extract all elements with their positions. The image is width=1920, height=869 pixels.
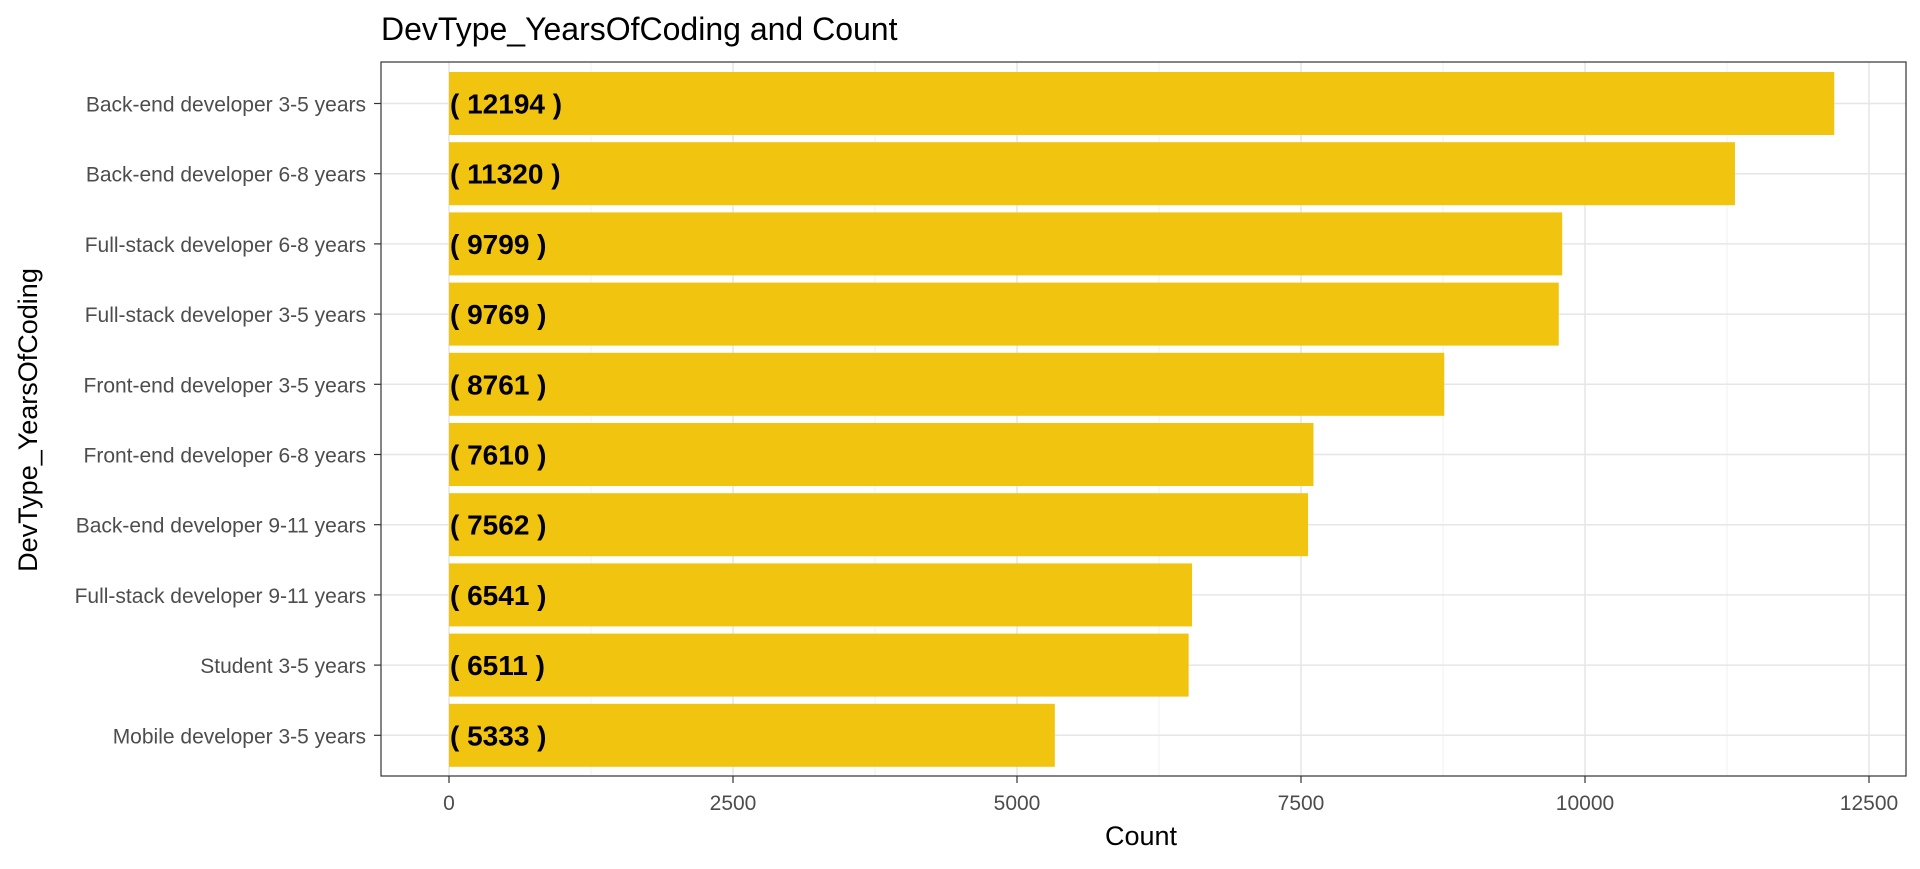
data-label: ( 7610 ) — [450, 440, 547, 471]
bars — [449, 72, 1835, 767]
bar — [449, 142, 1735, 206]
x-axis-title: Count — [1105, 821, 1178, 851]
data-label: ( 6511 ) — [450, 650, 545, 681]
data-labels: ( 12194 ) ( 11320 ) ( 9799 ) ( 9769 ) ( 8761… — [450, 89, 562, 752]
x-tick-label: 10000 — [1556, 792, 1614, 815]
data-label: ( 6541 ) — [450, 580, 547, 611]
y-tick-label: Full-stack developer 9-11 years — [75, 585, 366, 608]
bar — [449, 563, 1193, 627]
x-tick-label: 12500 — [1840, 792, 1898, 815]
data-label: ( 7562 ) — [450, 510, 547, 541]
bar — [449, 493, 1309, 557]
data-label: ( 5333 ) — [450, 720, 547, 751]
data-label: ( 8761 ) — [450, 369, 547, 400]
y-tick-label: Mobile developer 3-5 years — [113, 725, 366, 748]
data-label: ( 9799 ) — [450, 229, 547, 260]
y-tick-label: Front-end developer 3-5 years — [84, 374, 367, 397]
plot-panel-border — [380, 61, 1907, 777]
bar — [449, 703, 1055, 767]
x-tick-label: 5000 — [994, 792, 1041, 815]
data-label: ( 9769 ) — [450, 299, 547, 330]
bar — [449, 633, 1189, 697]
chart-title: DevType_YearsOfCoding and Count — [381, 11, 898, 47]
x-axis: 0 2500 5000 7500 10000 12500 — [443, 776, 1898, 815]
y-tick-label: Back-end developer 9-11 years — [76, 515, 366, 538]
x-tick-label: 2500 — [710, 792, 757, 815]
bar — [449, 212, 1563, 276]
bar — [449, 72, 1835, 135]
y-tick-label: Front-end developer 6-8 years — [84, 445, 367, 468]
bar — [449, 282, 1559, 346]
y-tick-label: Full-stack developer 6-8 years — [85, 234, 366, 257]
y-tick-label: Student 3-5 years — [200, 655, 366, 678]
data-label: ( 11320 ) — [450, 159, 561, 190]
y-axis-title: DevType_YearsOfCoding — [13, 268, 43, 572]
data-label: ( 12194 ) — [450, 89, 562, 120]
y-tick-label: Back-end developer 3-5 years — [86, 94, 366, 117]
bar — [449, 352, 1445, 416]
x-tick-label: 7500 — [1278, 792, 1325, 815]
y-tick-label: Full-stack developer 3-5 years — [85, 304, 366, 327]
y-tick-label: Back-end developer 6-8 years — [86, 164, 366, 187]
y-axis: Back-end developer 3-5 years Back-end dev… — [75, 94, 381, 748]
x-tick-label: 0 — [443, 792, 455, 815]
bar — [449, 423, 1314, 486]
